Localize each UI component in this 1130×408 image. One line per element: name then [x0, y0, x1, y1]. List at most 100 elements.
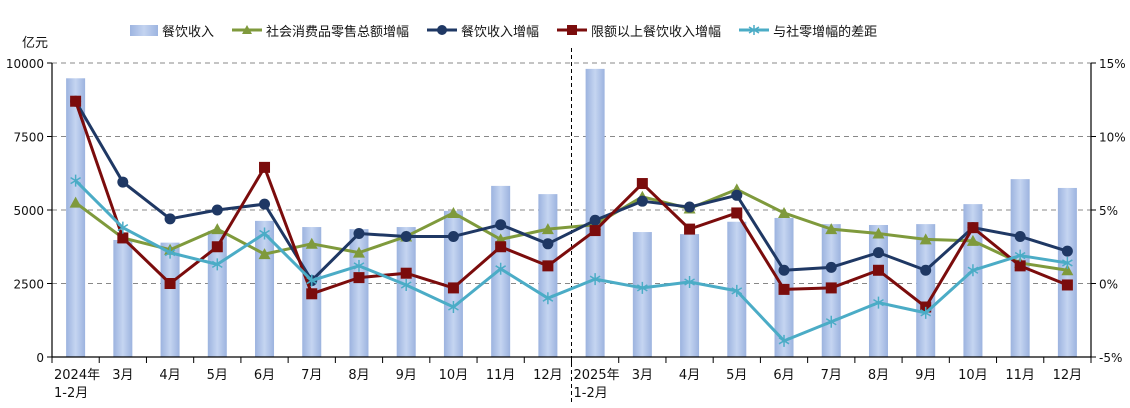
star-marker [400, 278, 412, 291]
square-marker [684, 223, 696, 235]
x-tick-label: 5月 [726, 368, 747, 383]
circle-marker [353, 228, 365, 240]
circle-marker [117, 176, 129, 188]
square-marker [259, 161, 271, 173]
y-right-tick-label: -5% [1099, 351, 1122, 365]
circle-marker [872, 247, 884, 259]
bar [113, 239, 133, 357]
bar [349, 229, 369, 357]
triangle-marker [69, 196, 82, 208]
square-marker [778, 283, 790, 295]
series-line [74, 187, 1068, 272]
x-tick-label: 12月 [533, 368, 563, 383]
star-marker [306, 274, 318, 287]
circle-marker [495, 219, 507, 231]
star-line-icon [739, 25, 770, 35]
square-marker [211, 241, 223, 253]
star-marker [920, 306, 932, 319]
x-tick-label: 3月 [632, 368, 653, 383]
circle-marker [684, 201, 696, 213]
circle-marker [164, 213, 176, 225]
circle-marker [920, 264, 932, 276]
y-left-tick-label: 0 [36, 351, 44, 365]
triangle-marker [919, 233, 932, 245]
x-tick-label: 10月 [439, 368, 469, 383]
square-marker [164, 278, 176, 289]
x-tick-label: 11月 [486, 368, 516, 383]
star-marker [636, 281, 648, 294]
square-marker [1061, 279, 1073, 291]
star-marker [825, 315, 837, 328]
x-tick-label: 10月 [958, 368, 988, 383]
triangle-marker [541, 223, 554, 235]
x-tick-label: 2025年 [574, 368, 620, 383]
y-right-tick-label: 5% [1099, 204, 1118, 218]
y-right-tick-label: 0% [1099, 278, 1118, 292]
legend-item-above-quota-growth: 限额以上餐饮收入增幅 [557, 21, 721, 40]
circle-marker [636, 195, 648, 207]
star-marker [448, 301, 459, 314]
circle-marker [447, 230, 459, 242]
square-marker [117, 232, 129, 244]
x-tick-label: 3月 [112, 368, 133, 383]
square-marker [70, 95, 82, 107]
circle-line-icon [427, 25, 458, 35]
circle-marker [211, 204, 223, 216]
legend-label: 限额以上餐饮收入增幅 [591, 24, 722, 40]
circle-marker [589, 214, 601, 226]
line-series [69, 95, 1074, 347]
circle-marker [1061, 245, 1073, 257]
bar [585, 68, 605, 357]
square-marker [447, 282, 459, 294]
bar [538, 194, 558, 357]
triangle-marker [211, 223, 224, 235]
star-marker [70, 174, 81, 187]
triangle-marker [825, 223, 838, 235]
square-marker [306, 288, 318, 300]
y-left-tick-label: 10000 [6, 57, 44, 71]
triangle-marker [872, 227, 885, 239]
square-marker [495, 241, 507, 253]
x-tick-label: 4月 [679, 368, 700, 383]
star-marker [731, 284, 743, 297]
series-line [74, 100, 1068, 309]
square-marker [1014, 260, 1026, 272]
chart-legend: 餐饮收入 社会消费品零售总额增幅 餐饮收入增幅 限额以上餐饮收入增幅 与社零增幅… [130, 18, 895, 42]
star-marker [117, 221, 129, 234]
y-left-tick-label: 2500 [13, 278, 44, 292]
circle-marker [1014, 230, 1026, 242]
bar [66, 78, 86, 358]
square-marker [825, 282, 837, 294]
star-marker [967, 264, 979, 277]
x-tick-label: 9月 [396, 368, 417, 383]
star-marker [589, 273, 601, 286]
square-line-icon [557, 25, 588, 35]
triangle-marker [305, 237, 318, 249]
star-marker [778, 334, 790, 347]
circle-marker [825, 261, 837, 273]
x-tick-label: 8月 [868, 368, 889, 383]
bar-swatch-icon [130, 24, 158, 36]
star-marker [259, 227, 270, 240]
bar [255, 220, 275, 357]
square-marker [967, 222, 979, 234]
triangle-marker [966, 234, 979, 246]
legend-label: 与社零增幅的差距 [773, 24, 878, 40]
star-marker [164, 246, 176, 259]
circle-marker [400, 230, 412, 242]
star-marker [873, 296, 884, 309]
circle-marker [778, 264, 790, 276]
bar [160, 242, 180, 357]
bar [632, 232, 652, 357]
legend-label: 社会消费品零售总额增幅 [266, 24, 410, 40]
x-tick-label: 1-2月 [574, 386, 608, 401]
star-marker [1062, 256, 1073, 269]
x-tick-label: 1-2月 [54, 386, 88, 401]
y-left-tick-label: 7500 [13, 131, 44, 145]
legend-item-restaurant-growth: 餐饮收入增幅 [427, 21, 539, 40]
legend-item-gap: 与社零增幅的差距 [739, 21, 877, 40]
triangle-marker [258, 248, 271, 260]
star-marker [353, 259, 365, 272]
x-tick-label: 2024年 [54, 368, 100, 383]
